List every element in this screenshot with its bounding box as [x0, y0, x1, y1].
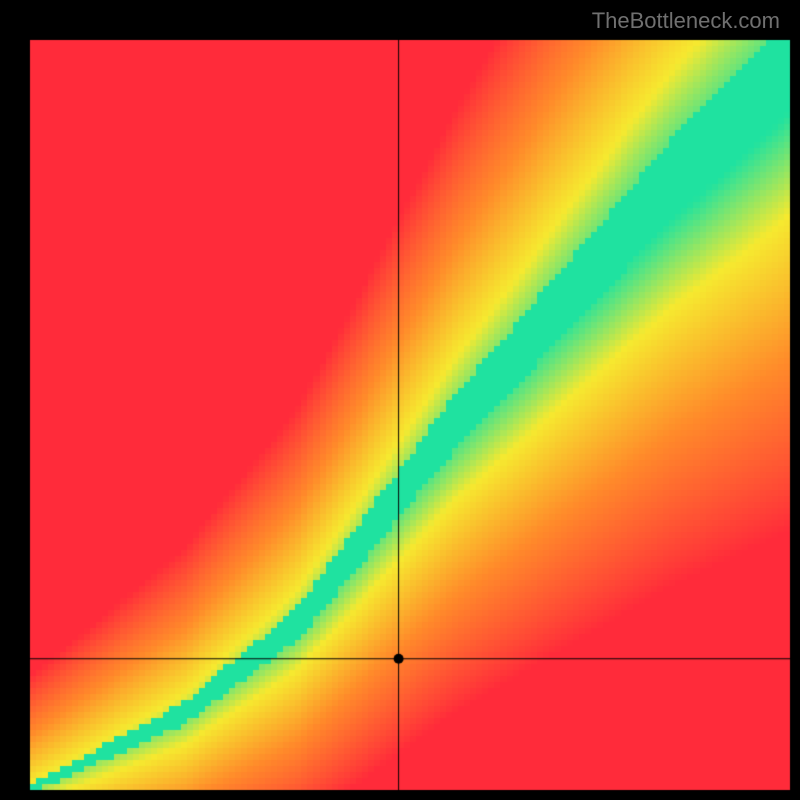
chart-container: TheBottleneck.com	[0, 0, 800, 800]
watermark-text: TheBottleneck.com	[592, 8, 780, 34]
heatmap-canvas	[0, 0, 800, 800]
